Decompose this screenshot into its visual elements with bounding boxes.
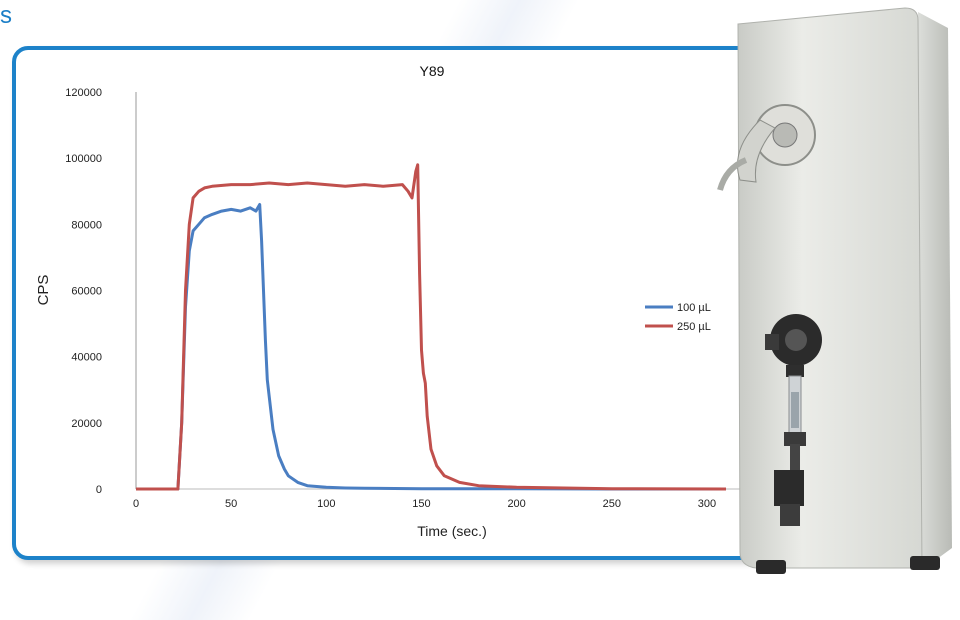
chart-title: Y89: [420, 63, 445, 79]
x-tick-label: 200: [507, 498, 525, 510]
y-tick-label: 60000: [71, 286, 102, 298]
x-tick-label: 300: [698, 498, 716, 510]
series-line-2: [136, 163, 727, 491]
x-tick-label: 100: [317, 498, 335, 510]
chart-legend: 100 µL 250 µL: [645, 302, 711, 333]
syringe-pump-device: [717, 7, 952, 574]
y-tick-label: 120000: [65, 87, 102, 99]
partial-heading: s: [0, 2, 12, 29]
y-axis-label: CPS: [35, 275, 52, 306]
x-tick-label: 0: [133, 498, 139, 510]
x-axis-label: Time (sec.): [417, 523, 486, 539]
legend-label: 250 µL: [677, 321, 711, 333]
y-tick-label: 80000: [71, 219, 102, 231]
y-tick-label: 100000: [65, 153, 102, 165]
y-tick-label: 40000: [71, 352, 102, 364]
y-tick-label: 20000: [71, 418, 102, 430]
legend-label: 100 µL: [677, 302, 711, 314]
x-tick-label: 50: [225, 498, 237, 510]
y-tick-label: 0: [96, 484, 102, 496]
peristaltic-pump-head: [717, 104, 816, 191]
x-tick-label: 250: [603, 498, 621, 510]
x-tick-label: 150: [412, 498, 430, 510]
chart: Y89 0 20000 40000 60000 80000 100000 120000 0 50…: [35, 7, 952, 574]
syringe-valve: [765, 314, 822, 526]
